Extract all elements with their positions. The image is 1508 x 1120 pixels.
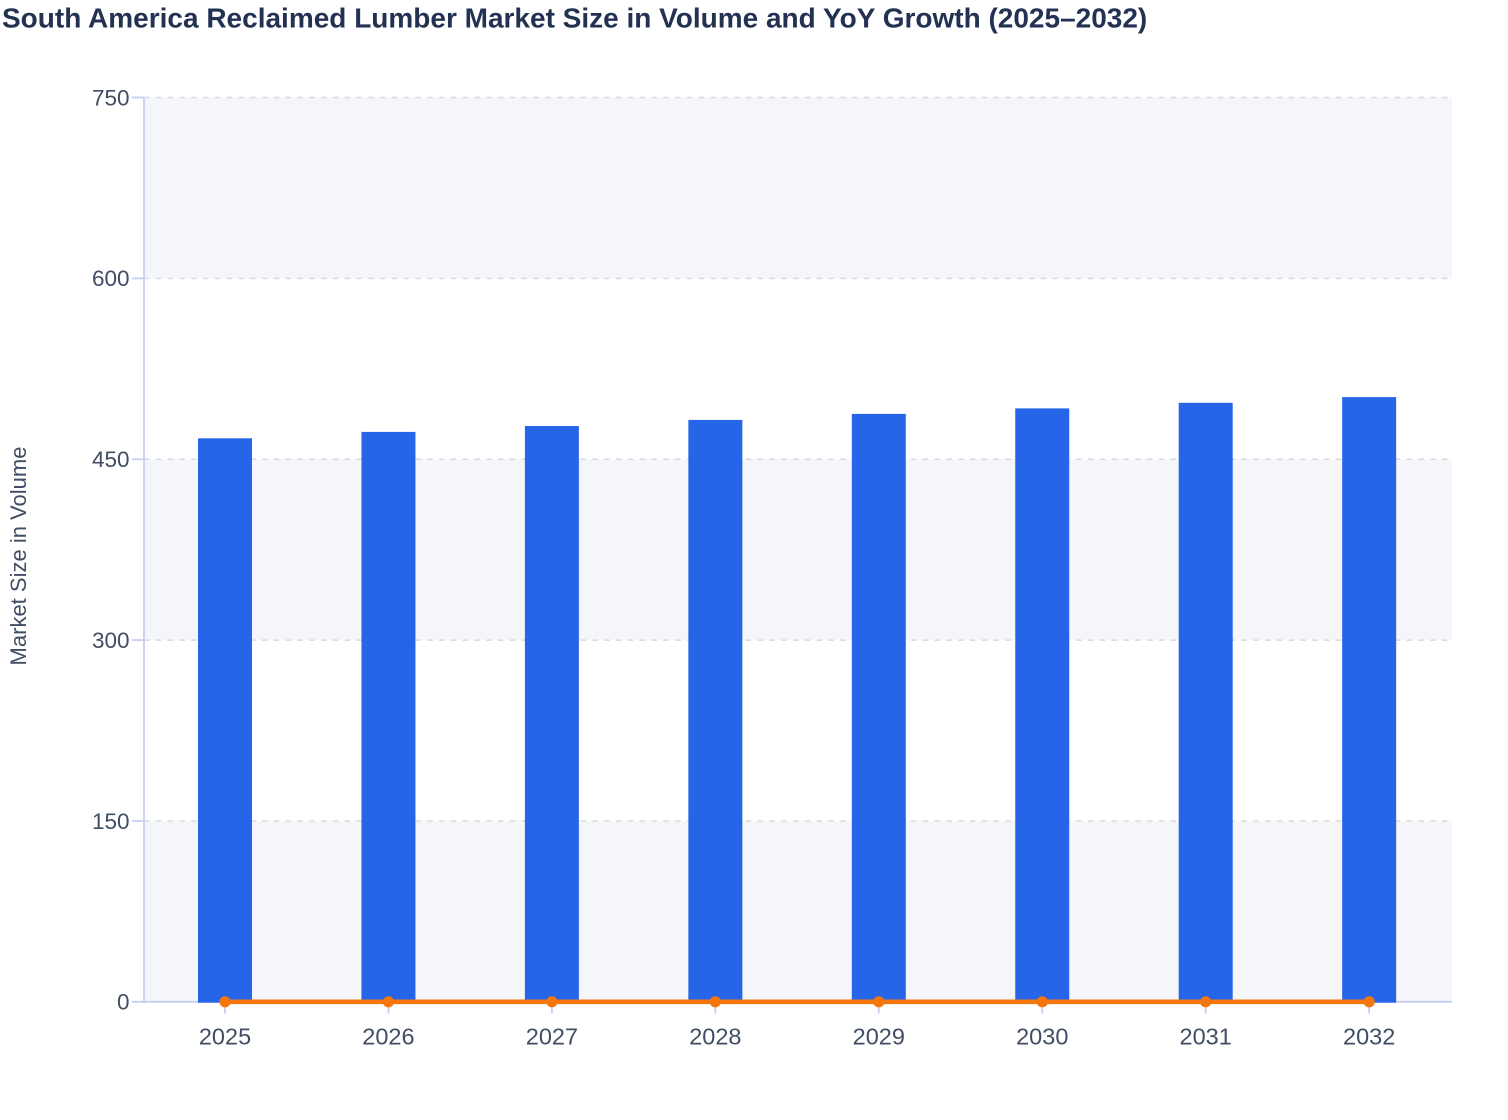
svg-text:2028: 2028 [689,1024,741,1050]
svg-text:Market Size in Volume: Market Size in Volume [6,447,31,666]
svg-text:750: 750 [92,85,130,110]
svg-text:450: 450 [92,447,130,472]
svg-text:2032: 2032 [1343,1024,1395,1050]
svg-text:2026: 2026 [362,1024,414,1050]
svg-text:South America Reclaimed Lumber: South America Reclaimed Lumber Market Si… [2,3,1147,34]
svg-text:2027: 2027 [526,1024,578,1050]
svg-text:0: 0 [117,990,130,1015]
svg-text:2030: 2030 [1016,1024,1068,1050]
svg-text:600: 600 [92,266,130,291]
svg-text:2029: 2029 [853,1024,905,1050]
svg-text:2031: 2031 [1180,1024,1232,1050]
svg-text:300: 300 [92,628,130,653]
svg-text:150: 150 [92,809,130,834]
svg-text:2025: 2025 [199,1024,251,1050]
